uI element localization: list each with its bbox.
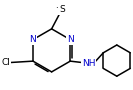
Text: N: N — [30, 35, 36, 44]
Text: S: S — [59, 5, 65, 14]
Text: NH: NH — [82, 59, 95, 68]
Text: Cl: Cl — [1, 58, 10, 67]
Text: N: N — [67, 35, 74, 44]
